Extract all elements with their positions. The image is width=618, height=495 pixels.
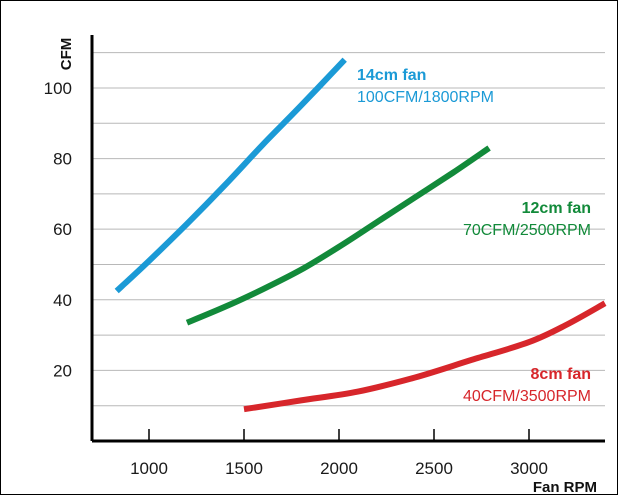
- y-tick-label-40: 40: [53, 291, 72, 310]
- x-tick-label-2500: 2500: [415, 459, 453, 478]
- x-axis-title: Fan RPM: [533, 479, 597, 495]
- tick-labels: 1000 1500 2000 2500 3000 20 40 60 80 100 CFM Fan RP…: [44, 38, 597, 495]
- y-tick-label-100: 100: [44, 79, 72, 98]
- y-tick-label-80: 80: [53, 150, 72, 169]
- series-spec-14cm-fan: 100CFM/1800RPM: [357, 89, 494, 106]
- series-line-14cm-fan: [114, 57, 347, 294]
- x-tick-label-1500: 1500: [225, 459, 263, 478]
- y-axis-title: CFM: [58, 38, 75, 71]
- x-tick-label-3000: 3000: [510, 459, 548, 478]
- series-annotations: 14cm fan 100CFM/1800RPM 12cm fan 70CFM/2500…: [357, 67, 591, 405]
- x-tick-label-1000: 1000: [130, 459, 168, 478]
- y-tick-label-20: 20: [53, 361, 72, 380]
- series-line-8cm-fan: [243, 300, 607, 413]
- axes: [90, 35, 605, 443]
- series-name-14cm-fan: 14cm fan: [357, 67, 426, 84]
- series-spec-8cm-fan: 40CFM/3500RPM: [463, 388, 591, 405]
- series-spec-12cm-fan: 70CFM/2500RPM: [463, 222, 591, 239]
- series-name-12cm-fan: 12cm fan: [522, 200, 591, 217]
- series-lines: [114, 57, 607, 413]
- x-tick-label-2000: 2000: [320, 459, 358, 478]
- tick-marks: [148, 429, 530, 441]
- grid-lines: [92, 52, 605, 407]
- series-name-8cm-fan: 8cm fan: [531, 366, 591, 383]
- y-tick-label-60: 60: [53, 220, 72, 239]
- series-line-12cm-fan: [185, 145, 491, 326]
